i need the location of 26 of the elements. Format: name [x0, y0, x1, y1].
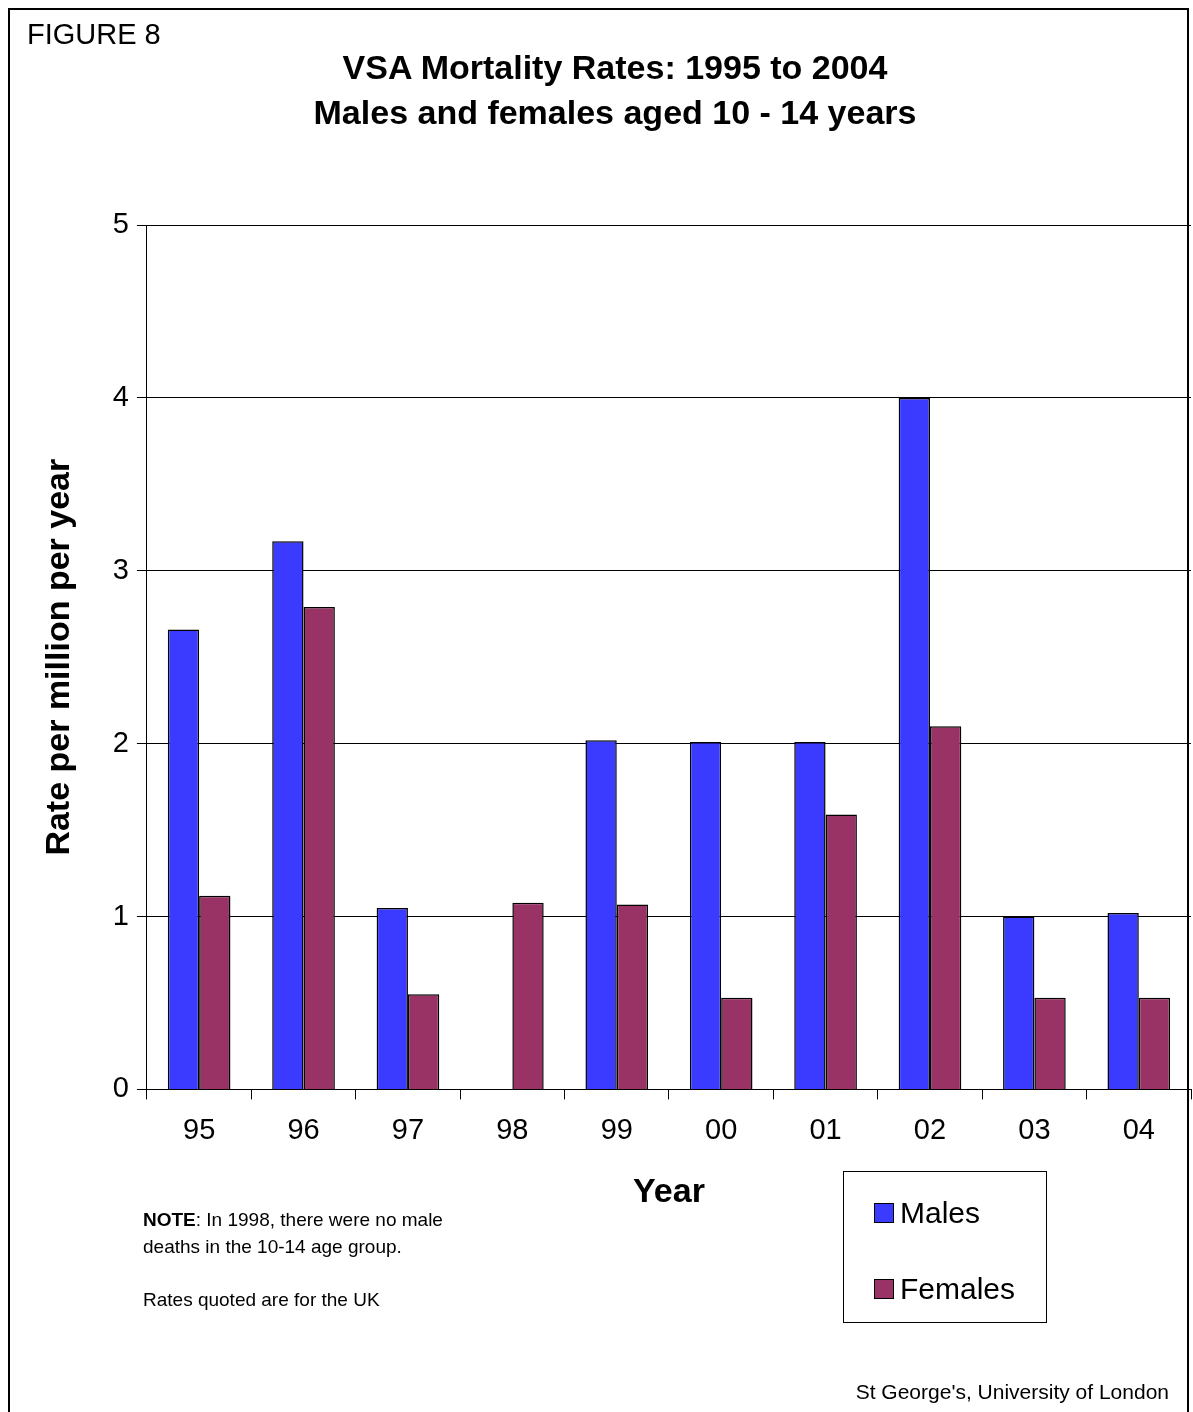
x-tick-label: 02 [913, 1112, 947, 1145]
x-tick-label: 04 [1122, 1112, 1155, 1145]
caption: FIGURE 8 [27, 18, 161, 51]
x-tick-label: 99 [600, 1112, 633, 1145]
x-axis-title: Year [633, 1170, 705, 1209]
x-tick-label: 97 [391, 1112, 425, 1145]
x-tick-label: 00 [705, 1112, 738, 1145]
text: St George's, University of London [855, 1380, 1169, 1404]
y-tick-label: 2 [112, 725, 129, 758]
x-tick-label: 96 [287, 1112, 320, 1145]
y-tick-label: 5 [112, 207, 129, 239]
y-tick-label: 3 [112, 552, 129, 585]
x-tick-label: 98 [496, 1112, 529, 1145]
text: Rates quoted are for the UK [143, 1289, 380, 1311]
x-tick-label: 95 [183, 1112, 216, 1145]
chart-subtitle: Males and females aged 10 - 14 years [312, 93, 918, 132]
y-tick-label: 1 [112, 898, 129, 931]
y-tick-label: 0 [112, 1071, 129, 1104]
text: NOTE: In 1998, there were no male deaths in the 10-14 age group. [143, 1208, 444, 1259]
x-tick-label: 03 [1018, 1112, 1051, 1145]
x-tick-label: 01 [809, 1112, 842, 1145]
y-axis-title: Rate per million per year [37, 458, 76, 856]
legend-label: Males [900, 1196, 981, 1230]
legend-label: Females [900, 1272, 1016, 1306]
chart-title: VSA Mortality Rates: 1995 to 2004 [342, 48, 888, 86]
y-tick-label: 4 [112, 379, 129, 412]
